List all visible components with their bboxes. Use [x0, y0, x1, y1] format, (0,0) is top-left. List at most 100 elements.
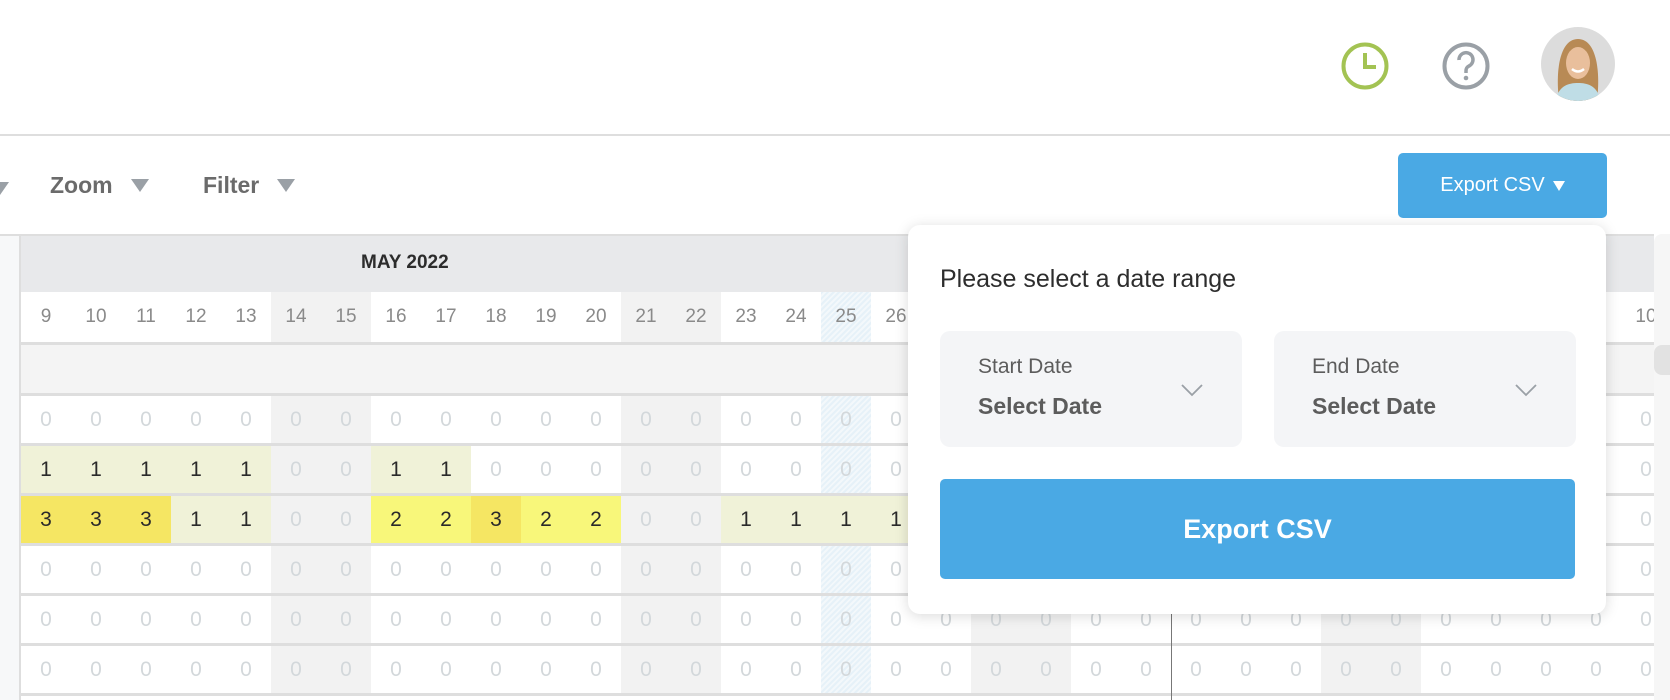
- count-cell[interactable]: 0: [140, 408, 152, 431]
- count-cell[interactable]: 1: [221, 496, 271, 543]
- count-cell[interactable]: 0: [1321, 646, 1371, 693]
- count-cell[interactable]: 0: [621, 546, 671, 593]
- count-cell[interactable]: 0: [890, 658, 902, 681]
- count-cell[interactable]: 0: [1540, 608, 1552, 631]
- count-cell[interactable]: 0: [321, 446, 371, 493]
- count-cell[interactable]: 0: [621, 646, 671, 693]
- count-cell[interactable]: 0: [90, 408, 102, 431]
- count-cell[interactable]: 0: [1190, 608, 1202, 631]
- count-cell[interactable]: 0: [740, 658, 752, 681]
- count-cell[interactable]: 0: [40, 408, 52, 431]
- count-cell[interactable]: 0: [1440, 608, 1452, 631]
- count-cell[interactable]: 0: [390, 408, 402, 431]
- count-cell[interactable]: 0: [490, 558, 502, 581]
- count-cell[interactable]: 0: [671, 496, 721, 543]
- count-cell[interactable]: 2: [421, 496, 471, 543]
- count-cell[interactable]: 1: [171, 496, 221, 543]
- count-cell[interactable]: 0: [1190, 658, 1202, 681]
- count-cell[interactable]: 0: [1590, 658, 1602, 681]
- count-cell[interactable]: 0: [271, 646, 321, 693]
- count-cell[interactable]: 0: [271, 496, 321, 543]
- count-cell[interactable]: 0: [590, 558, 602, 581]
- count-cell[interactable]: 0: [621, 446, 671, 493]
- count-cell[interactable]: 0: [440, 558, 452, 581]
- count-cell[interactable]: 0: [321, 546, 371, 593]
- count-cell[interactable]: 0: [1240, 658, 1252, 681]
- count-cell[interactable]: 0: [140, 558, 152, 581]
- count-cell[interactable]: 0: [540, 658, 552, 681]
- count-cell[interactable]: 0: [440, 658, 452, 681]
- count-cell[interactable]: 0: [890, 458, 902, 481]
- count-cell[interactable]: 0: [821, 546, 871, 593]
- count-cell[interactable]: 0: [1290, 658, 1302, 681]
- count-cell[interactable]: 0: [790, 458, 802, 481]
- count-cell[interactable]: 0: [90, 658, 102, 681]
- count-cell[interactable]: 1: [821, 496, 871, 543]
- count-cell[interactable]: 0: [390, 558, 402, 581]
- count-cell[interactable]: 1: [721, 496, 771, 543]
- count-cell[interactable]: 0: [790, 558, 802, 581]
- count-cell[interactable]: 0: [940, 608, 952, 631]
- count-cell[interactable]: 0: [671, 446, 721, 493]
- count-cell[interactable]: 0: [140, 608, 152, 631]
- count-cell[interactable]: 0: [1490, 608, 1502, 631]
- count-cell[interactable]: 0: [190, 558, 202, 581]
- count-cell[interactable]: 0: [1090, 608, 1102, 631]
- user-avatar[interactable]: [1541, 27, 1615, 106]
- count-cell[interactable]: 0: [621, 396, 671, 443]
- count-cell[interactable]: 1: [171, 446, 221, 493]
- count-cell[interactable]: 0: [271, 446, 321, 493]
- count-cell[interactable]: 0: [540, 458, 552, 481]
- count-cell[interactable]: 0: [140, 658, 152, 681]
- count-cell[interactable]: 0: [190, 658, 202, 681]
- count-cell[interactable]: 0: [821, 396, 871, 443]
- count-cell[interactable]: 0: [321, 496, 371, 543]
- end-date-select[interactable]: End Date Select Date: [1274, 331, 1576, 447]
- count-cell[interactable]: 0: [440, 408, 452, 431]
- count-cell[interactable]: 0: [490, 658, 502, 681]
- count-cell[interactable]: 0: [821, 446, 871, 493]
- count-cell[interactable]: 0: [1021, 646, 1071, 693]
- count-cell[interactable]: 0: [271, 546, 321, 593]
- count-cell[interactable]: 0: [240, 558, 252, 581]
- count-cell[interactable]: 0: [790, 608, 802, 631]
- filter-dropdown[interactable]: Filter: [203, 172, 296, 199]
- count-cell[interactable]: 0: [40, 558, 52, 581]
- count-cell[interactable]: 0: [1140, 658, 1152, 681]
- count-cell[interactable]: 0: [671, 646, 721, 693]
- count-cell[interactable]: 0: [590, 458, 602, 481]
- count-cell[interactable]: 1: [771, 496, 821, 543]
- count-cell[interactable]: 3: [121, 496, 171, 543]
- count-cell[interactable]: 0: [890, 608, 902, 631]
- count-cell[interactable]: 0: [1140, 608, 1152, 631]
- count-cell[interactable]: 0: [440, 608, 452, 631]
- count-cell[interactable]: 0: [190, 408, 202, 431]
- count-cell[interactable]: 0: [940, 658, 952, 681]
- start-date-select[interactable]: Start Date Select Date: [940, 331, 1242, 447]
- count-cell[interactable]: 1: [371, 446, 421, 493]
- scrollbar-thumb[interactable]: [1654, 345, 1670, 375]
- count-cell[interactable]: 2: [371, 496, 421, 543]
- count-cell[interactable]: 0: [1640, 658, 1652, 681]
- count-cell[interactable]: 0: [90, 608, 102, 631]
- count-cell[interactable]: 0: [1590, 608, 1602, 631]
- count-cell[interactable]: 1: [421, 446, 471, 493]
- count-cell[interactable]: 0: [390, 608, 402, 631]
- count-cell[interactable]: 0: [540, 408, 552, 431]
- count-cell[interactable]: 0: [740, 408, 752, 431]
- count-cell[interactable]: 0: [890, 408, 902, 431]
- count-cell[interactable]: 0: [90, 558, 102, 581]
- export-csv-dropdown-button[interactable]: Export CSV: [1398, 153, 1607, 218]
- count-cell[interactable]: 0: [1540, 658, 1552, 681]
- count-cell[interactable]: 0: [1090, 658, 1102, 681]
- count-cell[interactable]: 0: [590, 658, 602, 681]
- count-cell[interactable]: 0: [590, 408, 602, 431]
- count-cell[interactable]: 0: [790, 408, 802, 431]
- count-cell[interactable]: 0: [621, 596, 671, 643]
- count-cell[interactable]: 0: [490, 458, 502, 481]
- count-cell[interactable]: 0: [790, 658, 802, 681]
- count-cell[interactable]: 0: [390, 658, 402, 681]
- count-cell[interactable]: 0: [890, 558, 902, 581]
- count-cell[interactable]: 0: [671, 546, 721, 593]
- count-cell[interactable]: 0: [821, 596, 871, 643]
